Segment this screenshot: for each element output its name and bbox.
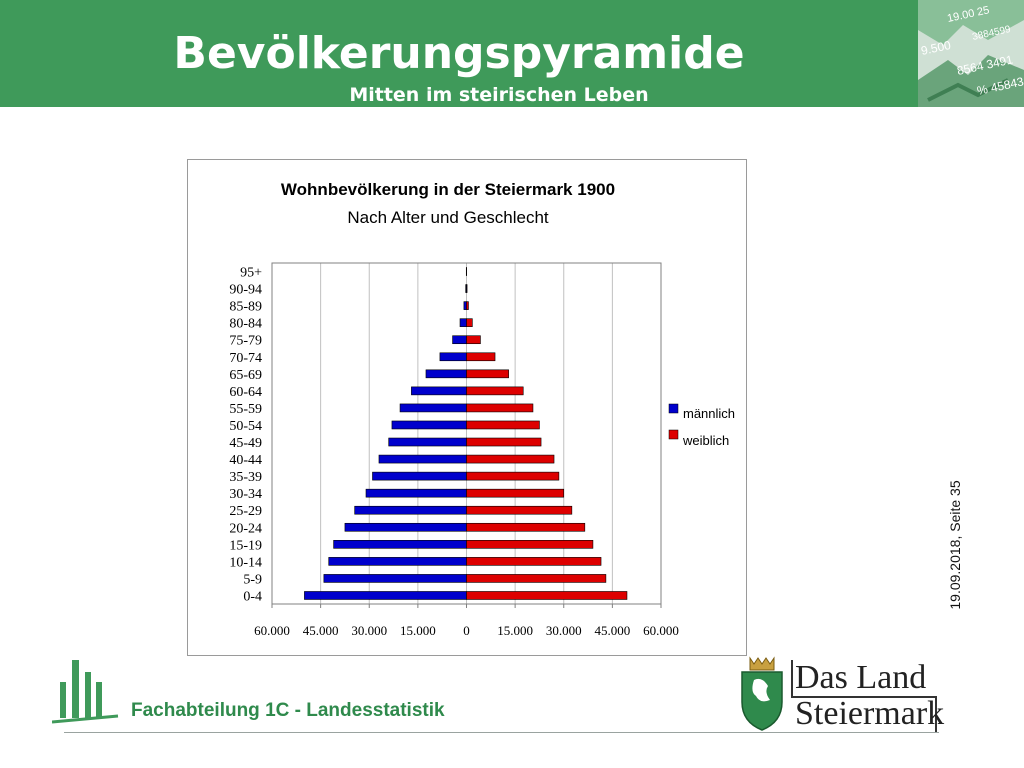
bar-weiblich-90-94	[466, 284, 468, 293]
bar-maennlich-10-14	[328, 557, 467, 566]
population-pyramid-chart: Wohnbevölkerung in der Steiermark 1900 N…	[229, 180, 749, 638]
bar-weiblich-0-4	[466, 591, 628, 600]
brand-line2: Steiermark	[795, 695, 945, 732]
legend-swatch-maennlich	[668, 403, 679, 414]
x-tick-label: 60.000	[254, 623, 290, 638]
bar-weiblich-5-9	[466, 574, 607, 583]
y-tick-label: 90-94	[229, 283, 262, 298]
y-tick-label: 75-79	[229, 334, 262, 349]
y-tick-label: 85-89	[229, 300, 262, 315]
brand-divider-left	[791, 660, 793, 696]
y-tick-label: 5-9	[243, 572, 262, 587]
y-tick-label: 65-69	[229, 368, 262, 383]
bar-maennlich-0-4	[304, 591, 467, 600]
bar-maennlich-15-19	[333, 540, 467, 549]
bar-maennlich-65-69	[425, 369, 467, 379]
bar-maennlich-60-64	[411, 386, 467, 396]
y-tick-label: 20-24	[229, 521, 262, 536]
plot-area	[271, 262, 662, 605]
chart-frame: Wohnbevölkerung in der Steiermark 1900 N…	[187, 159, 749, 656]
bar-maennlich-80-84	[459, 318, 467, 327]
x-tick-label: 60.000	[643, 623, 679, 638]
y-tick-label: 50-54	[229, 419, 262, 434]
bar-weiblich-45-49	[466, 437, 542, 447]
chart-subtitle: Nach Alter und Geschlecht	[347, 208, 549, 227]
y-tick-label: 30-34	[229, 487, 262, 502]
bar-weiblich-85-89	[466, 301, 469, 310]
bar-weiblich-75-79	[466, 335, 481, 345]
brand-divider-middle	[791, 696, 937, 698]
page-title: Bevölkerungspyramide	[173, 28, 745, 79]
header-image-text-1: 9.500	[920, 38, 953, 58]
bar-weiblich-10-14	[466, 557, 602, 566]
date-page-label: 19.09.2018, Seite 35	[947, 480, 963, 610]
bar-maennlich-70-74	[439, 352, 467, 362]
department-label: Fachabteilung 1C - Landesstatistik	[131, 700, 445, 721]
coat-of-arms-icon	[741, 656, 783, 731]
bar-weiblich-35-39	[466, 471, 560, 481]
x-tick-label: 30.000	[546, 623, 582, 638]
y-tick-label: 25-29	[229, 504, 262, 519]
bar-weiblich-70-74	[466, 352, 496, 362]
bar-weiblich-60-64	[466, 386, 524, 396]
chart-title: Wohnbevölkerung in der Steiermark 1900	[281, 180, 615, 199]
bar-maennlich-30-34	[365, 488, 467, 498]
bar-weiblich-20-24	[466, 522, 586, 532]
bar-weiblich-50-54	[466, 420, 540, 430]
y-tick-label: 80-84	[229, 317, 262, 332]
x-tick-label: 45.000	[595, 623, 631, 638]
y-tick-label: 45-49	[229, 436, 262, 451]
y-tick-label: 0-4	[243, 589, 262, 604]
bar-maennlich-35-39	[372, 471, 467, 481]
bar-weiblich-40-44	[466, 454, 555, 464]
bar-maennlich-5-9	[323, 574, 467, 583]
y-tick-label: 60-64	[229, 385, 262, 400]
brand-logo: Das Land Steiermark	[791, 659, 944, 732]
legend-label-maennlich: männlich	[683, 406, 735, 421]
y-tick-label: 40-44	[229, 453, 262, 468]
x-tick-label: 45.000	[303, 623, 339, 638]
bar-maennlich-50-54	[391, 420, 467, 430]
x-tick-label: 30.000	[351, 623, 387, 638]
bar-maennlich-45-49	[388, 437, 467, 447]
bar-maennlich-55-59	[399, 403, 467, 413]
bar-maennlich-75-79	[452, 335, 467, 345]
bar-maennlich-85-89	[463, 301, 467, 310]
x-tick-label: 15.000	[400, 623, 436, 638]
bar-weiblich-25-29	[466, 505, 573, 515]
statistics-logo-icon	[52, 660, 119, 724]
bar-maennlich-40-44	[378, 454, 467, 464]
page-subtitle: Mitten im steirischen Leben	[349, 84, 649, 106]
y-tick-label: 35-39	[229, 470, 262, 485]
brand-line1: Das Land	[795, 659, 927, 696]
y-tick-label: 70-74	[229, 351, 262, 366]
bar-maennlich-20-24	[344, 522, 467, 532]
y-tick-label: 55-59	[229, 402, 262, 417]
y-tick-label: 10-14	[229, 555, 262, 570]
legend-label-weiblich: weiblich	[682, 433, 729, 448]
x-tick-label: 0	[463, 623, 470, 638]
bar-weiblich-15-19	[466, 540, 594, 549]
bar-maennlich-25-29	[354, 505, 467, 515]
header-bar: Bevölkerungspyramide Mitten im steirisch…	[0, 0, 918, 107]
bar-weiblich-30-34	[466, 488, 565, 498]
bar-weiblich-80-84	[466, 318, 473, 327]
bar-weiblich-55-59	[466, 403, 534, 413]
header-decorative-image: 9.500 8564 3491 % 45843 19.00 25 3884599	[918, 0, 1024, 107]
bar-weiblich-65-69	[466, 369, 509, 379]
brand-divider-right	[935, 696, 937, 732]
x-tick-label: 15.000	[497, 623, 533, 638]
footer-divider	[64, 732, 939, 733]
legend-swatch-weiblich	[668, 429, 679, 440]
y-tick-label: 95+	[240, 266, 262, 281]
y-tick-label: 15-19	[229, 538, 262, 553]
